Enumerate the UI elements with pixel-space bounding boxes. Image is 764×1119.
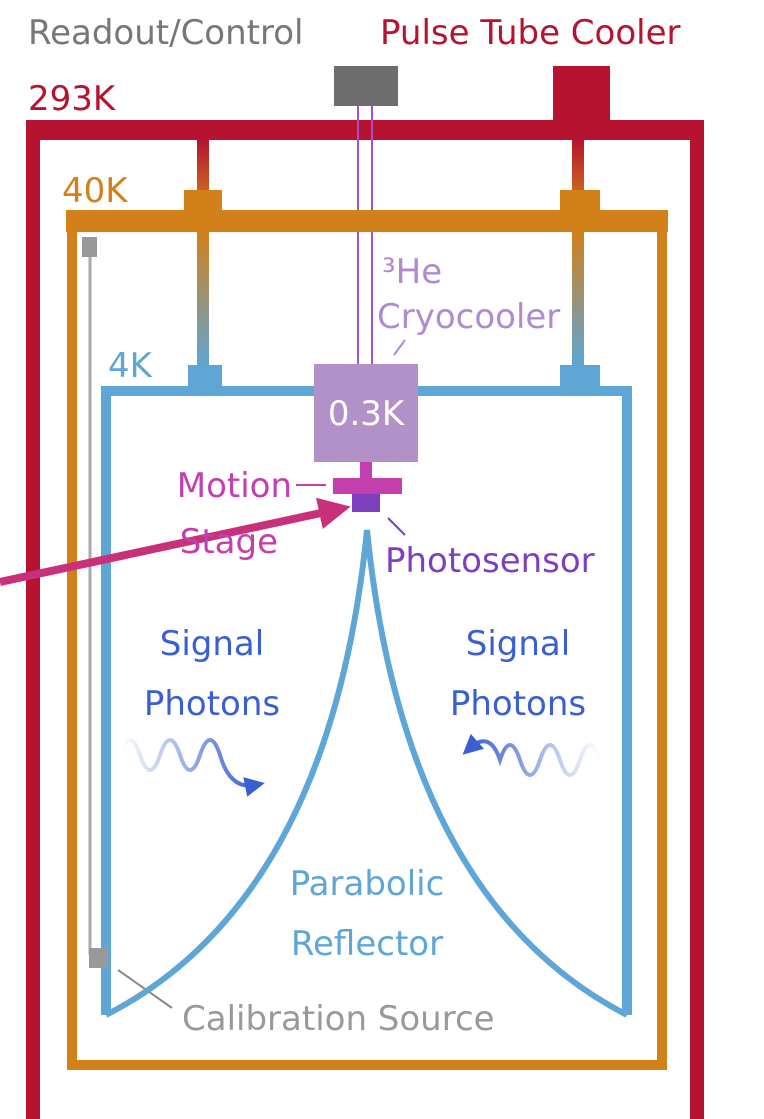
- calibration-source: [89, 948, 108, 968]
- label: Pulse Tube Cooler: [380, 13, 681, 53]
- frame-293k: [26, 120, 704, 1119]
- label: ³He: [382, 252, 442, 292]
- label: Signal: [160, 624, 264, 664]
- label: Motion: [177, 466, 292, 506]
- motion-stem: [360, 462, 372, 480]
- post: [197, 232, 209, 367]
- flange: [560, 190, 600, 214]
- calibration-anchor: [82, 237, 97, 257]
- plate-293k: [26, 120, 704, 140]
- cooler-box: [553, 66, 610, 122]
- label: Calibration Source: [182, 999, 495, 1039]
- post: [572, 232, 584, 367]
- label: 0.3K: [328, 394, 406, 434]
- label: Cryocooler: [377, 297, 560, 337]
- flange: [184, 190, 222, 214]
- flange: [188, 365, 222, 389]
- label: Reflector: [291, 924, 443, 964]
- label: Readout/Control: [28, 13, 303, 53]
- photosensor: [352, 494, 380, 512]
- pointer-arrow: [0, 497, 351, 586]
- pointer: [387, 517, 406, 536]
- label: Photons: [144, 684, 280, 724]
- label: 40K: [62, 171, 129, 211]
- label: Parabolic: [290, 864, 445, 904]
- label: Photons: [450, 684, 586, 724]
- label: Photosensor: [385, 541, 595, 581]
- photon-wave: [118, 738, 265, 797]
- label: Signal: [466, 624, 570, 664]
- pointer: [393, 339, 406, 356]
- motion-stage: [333, 478, 402, 494]
- label: 293K: [28, 79, 117, 119]
- flange: [560, 365, 600, 389]
- photon-wave: [462, 733, 602, 777]
- parabolic-reflector: [104, 529, 629, 1018]
- readout-box: [334, 66, 398, 106]
- plate-40k: [66, 210, 668, 232]
- label: Stage: [180, 522, 278, 562]
- label: 4K: [108, 346, 154, 386]
- cold-stage: [314, 364, 418, 462]
